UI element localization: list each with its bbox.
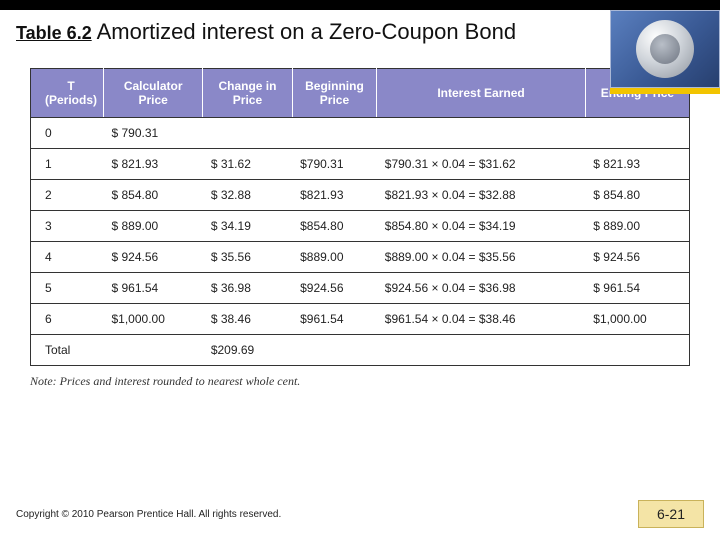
note-text: Prices and interest rounded to nearest w… bbox=[60, 374, 301, 388]
cell-calc bbox=[104, 334, 203, 365]
cell-t: 0 bbox=[31, 117, 104, 148]
cell-beg: $821.93 bbox=[292, 179, 377, 210]
cell-int: $790.31 × 0.04 = $31.62 bbox=[377, 148, 586, 179]
cell-t: 6 bbox=[31, 303, 104, 334]
cell-beg bbox=[292, 117, 377, 148]
table-row: 3 $ 889.00 $ 34.19 $854.80 $854.80 × 0.0… bbox=[31, 210, 690, 241]
cell-beg: $854.80 bbox=[292, 210, 377, 241]
cell-calc: $1,000.00 bbox=[104, 303, 203, 334]
cell-chg: $ 32.88 bbox=[203, 179, 292, 210]
cell-chg bbox=[203, 117, 292, 148]
table-wrap: T (Periods) Calculator Price Change in P… bbox=[0, 50, 720, 366]
cell-end bbox=[585, 117, 689, 148]
cell-t: 5 bbox=[31, 272, 104, 303]
table-label: Table 6.2 bbox=[16, 23, 92, 43]
cell-calc: $ 889.00 bbox=[104, 210, 203, 241]
cell-end: $ 889.00 bbox=[585, 210, 689, 241]
col-header-calc-price: Calculator Price bbox=[104, 68, 203, 117]
cell-chg: $ 34.19 bbox=[203, 210, 292, 241]
cell-int: $821.93 × 0.04 = $32.88 bbox=[377, 179, 586, 210]
cell-t: 1 bbox=[31, 148, 104, 179]
cell-chg: $ 36.98 bbox=[203, 272, 292, 303]
gear-icon bbox=[636, 20, 694, 78]
col-header-interest: Interest Earned bbox=[377, 68, 586, 117]
cell-beg: $924.56 bbox=[292, 272, 377, 303]
cell-calc: $ 790.31 bbox=[104, 117, 203, 148]
col-header-periods: T (Periods) bbox=[31, 68, 104, 117]
cell-chg: $ 38.46 bbox=[203, 303, 292, 334]
cell-beg: $889.00 bbox=[292, 241, 377, 272]
cell-end: $1,000.00 bbox=[585, 303, 689, 334]
cell-calc: $ 961.54 bbox=[104, 272, 203, 303]
cell-chg: $ 35.56 bbox=[203, 241, 292, 272]
cell-end: $ 854.80 bbox=[585, 179, 689, 210]
table-row: 1 $ 821.93 $ 31.62 $790.31 $790.31 × 0.0… bbox=[31, 148, 690, 179]
cell-end: $ 821.93 bbox=[585, 148, 689, 179]
cell-int: $961.54 × 0.04 = $38.46 bbox=[377, 303, 586, 334]
table-row: 6 $1,000.00 $ 38.46 $961.54 $961.54 × 0.… bbox=[31, 303, 690, 334]
cell-int: $889.00 × 0.04 = $35.56 bbox=[377, 241, 586, 272]
cell-t: 3 bbox=[31, 210, 104, 241]
cell-int: $924.56 × 0.04 = $36.98 bbox=[377, 272, 586, 303]
cell-t: Total bbox=[31, 334, 104, 365]
cell-int: $854.80 × 0.04 = $34.19 bbox=[377, 210, 586, 241]
slide-title: Table 6.2 Amortized interest on a Zero-C… bbox=[16, 18, 536, 46]
table-row: 4 $ 924.56 $ 35.56 $889.00 $889.00 × 0.0… bbox=[31, 241, 690, 272]
cell-chg: $209.69 bbox=[203, 334, 292, 365]
header-area: Table 6.2 Amortized interest on a Zero-C… bbox=[0, 10, 720, 50]
page-number-badge: 6-21 bbox=[638, 500, 704, 528]
cell-calc: $ 821.93 bbox=[104, 148, 203, 179]
col-header-beginning: Beginning Price bbox=[292, 68, 377, 117]
title-text: Amortized interest on a Zero-Coupon Bond bbox=[97, 19, 516, 44]
cell-beg bbox=[292, 334, 377, 365]
cell-beg: $790.31 bbox=[292, 148, 377, 179]
cell-chg: $ 31.62 bbox=[203, 148, 292, 179]
copyright-text: Copyright © 2010 Pearson Prentice Hall. … bbox=[16, 509, 281, 520]
table-row: 0 $ 790.31 bbox=[31, 117, 690, 148]
yellow-stripe bbox=[610, 88, 720, 94]
col-header-change: Change in Price bbox=[203, 68, 292, 117]
table-row-total: Total $209.69 bbox=[31, 334, 690, 365]
cell-t: 2 bbox=[31, 179, 104, 210]
table-body: 0 $ 790.31 1 $ 821.93 $ 31.62 $790.31 $7… bbox=[31, 117, 690, 365]
cell-end: $ 961.54 bbox=[585, 272, 689, 303]
cell-t: 4 bbox=[31, 241, 104, 272]
top-black-bar bbox=[0, 0, 720, 10]
cell-end bbox=[585, 334, 689, 365]
cell-int bbox=[377, 334, 586, 365]
cell-int bbox=[377, 117, 586, 148]
table-note: Note: Prices and interest rounded to nea… bbox=[30, 374, 720, 389]
table-row: 2 $ 854.80 $ 32.88 $821.93 $821.93 × 0.0… bbox=[31, 179, 690, 210]
cell-calc: $ 924.56 bbox=[104, 241, 203, 272]
cell-end: $ 924.56 bbox=[585, 241, 689, 272]
footer: Copyright © 2010 Pearson Prentice Hall. … bbox=[16, 500, 704, 528]
table-row: 5 $ 961.54 $ 36.98 $924.56 $924.56 × 0.0… bbox=[31, 272, 690, 303]
table-header-row: T (Periods) Calculator Price Change in P… bbox=[31, 68, 690, 117]
note-label: Note: bbox=[30, 374, 57, 388]
cell-calc: $ 854.80 bbox=[104, 179, 203, 210]
cell-beg: $961.54 bbox=[292, 303, 377, 334]
amortization-table: T (Periods) Calculator Price Change in P… bbox=[30, 68, 690, 366]
corner-brand-badge bbox=[610, 10, 720, 88]
